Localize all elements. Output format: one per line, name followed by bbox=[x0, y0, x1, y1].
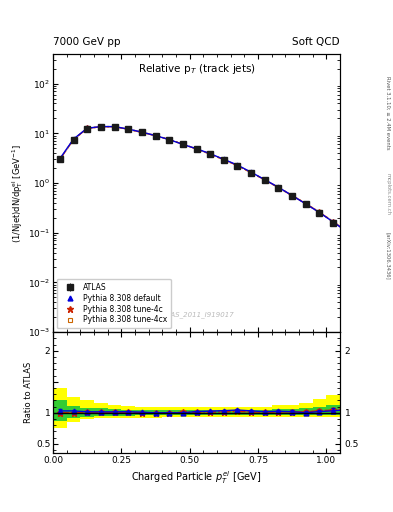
Pythia 8.308 tune-4c bbox=[222, 157, 226, 163]
Pythia 8.308 default bbox=[85, 125, 90, 131]
Pythia 8.308 tune-4cx bbox=[71, 137, 76, 143]
Pythia 8.308 default bbox=[290, 193, 294, 199]
Pythia 8.308 tune-4c bbox=[153, 133, 158, 139]
Pythia 8.308 default bbox=[372, 249, 376, 255]
Pythia 8.308 tune-4c bbox=[290, 193, 294, 199]
Pythia 8.308 tune-4cx bbox=[140, 129, 144, 135]
Pythia 8.308 tune-4cx bbox=[372, 247, 376, 253]
Pythia 8.308 default bbox=[303, 201, 308, 207]
Pythia 8.308 tune-4cx bbox=[235, 162, 240, 168]
Pythia 8.308 default bbox=[57, 156, 62, 162]
Text: Soft QCD: Soft QCD bbox=[292, 37, 340, 47]
Pythia 8.308 tune-4c bbox=[57, 156, 62, 162]
Pythia 8.308 tune-4cx bbox=[290, 193, 294, 199]
Pythia 8.308 tune-4c bbox=[99, 124, 103, 130]
Pythia 8.308 tune-4c bbox=[140, 129, 144, 135]
Y-axis label: Ratio to ATLAS: Ratio to ATLAS bbox=[24, 362, 33, 423]
Text: [arXiv:1306.3436]: [arXiv:1306.3436] bbox=[385, 232, 390, 280]
Pythia 8.308 tune-4cx bbox=[194, 146, 199, 152]
Pythia 8.308 tune-4c bbox=[180, 141, 185, 147]
Pythia 8.308 tune-4c bbox=[208, 151, 213, 157]
Pythia 8.308 default bbox=[263, 177, 267, 183]
Pythia 8.308 tune-4cx bbox=[386, 258, 390, 264]
Pythia 8.308 default bbox=[180, 141, 185, 147]
Pythia 8.308 tune-4c bbox=[276, 184, 281, 190]
Pythia 8.308 tune-4cx bbox=[358, 238, 363, 244]
Pythia 8.308 tune-4cx bbox=[249, 169, 253, 176]
Pythia 8.308 tune-4cx bbox=[331, 219, 336, 225]
Pythia 8.308 default bbox=[140, 129, 144, 135]
Line: Pythia 8.308 default: Pythia 8.308 default bbox=[57, 124, 393, 311]
Pythia 8.308 tune-4c bbox=[263, 177, 267, 183]
Text: mcplots.cern.ch: mcplots.cern.ch bbox=[385, 174, 390, 216]
Y-axis label: (1/Njet)dN/dp$_{\rm T}^{\rm el}$ [GeV$^{-1}$]: (1/Njet)dN/dp$_{\rm T}^{\rm el}$ [GeV$^{… bbox=[10, 143, 25, 243]
Pythia 8.308 default bbox=[331, 219, 336, 225]
Text: Relative p$_{T}$ (track jets): Relative p$_{T}$ (track jets) bbox=[138, 62, 255, 76]
Pythia 8.308 tune-4c bbox=[344, 228, 349, 234]
Pythia 8.308 default bbox=[167, 137, 171, 143]
Line: Pythia 8.308 tune-4cx: Pythia 8.308 tune-4cx bbox=[57, 124, 393, 290]
Legend: ATLAS, Pythia 8.308 default, Pythia 8.308 tune-4c, Pythia 8.308 tune-4cx: ATLAS, Pythia 8.308 default, Pythia 8.30… bbox=[57, 279, 171, 328]
Pythia 8.308 tune-4cx bbox=[180, 141, 185, 147]
Pythia 8.308 tune-4cx bbox=[167, 137, 171, 143]
Line: Pythia 8.308 tune-4c: Pythia 8.308 tune-4c bbox=[57, 123, 393, 297]
Pythia 8.308 default bbox=[194, 146, 199, 152]
X-axis label: Charged Particle $p_{T}^{\,el}$ [GeV]: Charged Particle $p_{T}^{\,el}$ [GeV] bbox=[131, 469, 262, 486]
Pythia 8.308 default bbox=[153, 133, 158, 139]
Pythia 8.308 tune-4cx bbox=[85, 125, 90, 132]
Pythia 8.308 tune-4cx bbox=[303, 201, 308, 207]
Pythia 8.308 default bbox=[208, 151, 213, 157]
Pythia 8.308 tune-4cx bbox=[57, 156, 62, 162]
Pythia 8.308 tune-4cx bbox=[222, 157, 226, 163]
Text: Rivet 3.1.10; ≥ 2.4M events: Rivet 3.1.10; ≥ 2.4M events bbox=[385, 76, 390, 150]
Pythia 8.308 tune-4c bbox=[194, 146, 199, 152]
Pythia 8.308 default bbox=[235, 162, 240, 168]
Pythia 8.308 default bbox=[126, 126, 130, 132]
Pythia 8.308 tune-4cx bbox=[276, 184, 281, 190]
Pythia 8.308 default bbox=[249, 169, 253, 175]
Text: ATLAS_2011_I919017: ATLAS_2011_I919017 bbox=[159, 311, 234, 318]
Pythia 8.308 tune-4c bbox=[372, 248, 376, 254]
Pythia 8.308 tune-4c bbox=[249, 169, 253, 176]
Pythia 8.308 tune-4cx bbox=[99, 124, 103, 130]
Text: 7000 GeV pp: 7000 GeV pp bbox=[53, 37, 121, 47]
Pythia 8.308 tune-4c bbox=[317, 209, 322, 216]
Pythia 8.308 default bbox=[99, 123, 103, 130]
Pythia 8.308 default bbox=[358, 238, 363, 244]
Pythia 8.308 default bbox=[344, 228, 349, 234]
Pythia 8.308 tune-4cx bbox=[317, 209, 322, 216]
Pythia 8.308 tune-4c bbox=[303, 201, 308, 207]
Pythia 8.308 tune-4c bbox=[235, 162, 240, 168]
Pythia 8.308 tune-4cx bbox=[344, 228, 349, 234]
Pythia 8.308 tune-4c bbox=[71, 137, 76, 143]
Pythia 8.308 tune-4c bbox=[112, 124, 117, 130]
Pythia 8.308 tune-4cx bbox=[153, 133, 158, 139]
Pythia 8.308 tune-4cx bbox=[112, 124, 117, 130]
Pythia 8.308 tune-4c bbox=[85, 125, 90, 132]
Pythia 8.308 tune-4c bbox=[167, 137, 171, 143]
Pythia 8.308 default bbox=[276, 184, 281, 190]
Pythia 8.308 tune-4c bbox=[358, 238, 363, 244]
Pythia 8.308 default bbox=[317, 209, 322, 216]
Pythia 8.308 default bbox=[222, 156, 226, 162]
Pythia 8.308 tune-4cx bbox=[126, 126, 130, 132]
Pythia 8.308 default bbox=[71, 136, 76, 142]
Pythia 8.308 default bbox=[112, 123, 117, 130]
Pythia 8.308 default bbox=[386, 262, 390, 268]
Pythia 8.308 tune-4c bbox=[386, 261, 390, 267]
Pythia 8.308 tune-4cx bbox=[263, 177, 267, 183]
Pythia 8.308 tune-4c bbox=[331, 219, 336, 225]
Pythia 8.308 tune-4c bbox=[126, 126, 130, 132]
Pythia 8.308 tune-4cx bbox=[208, 151, 213, 157]
